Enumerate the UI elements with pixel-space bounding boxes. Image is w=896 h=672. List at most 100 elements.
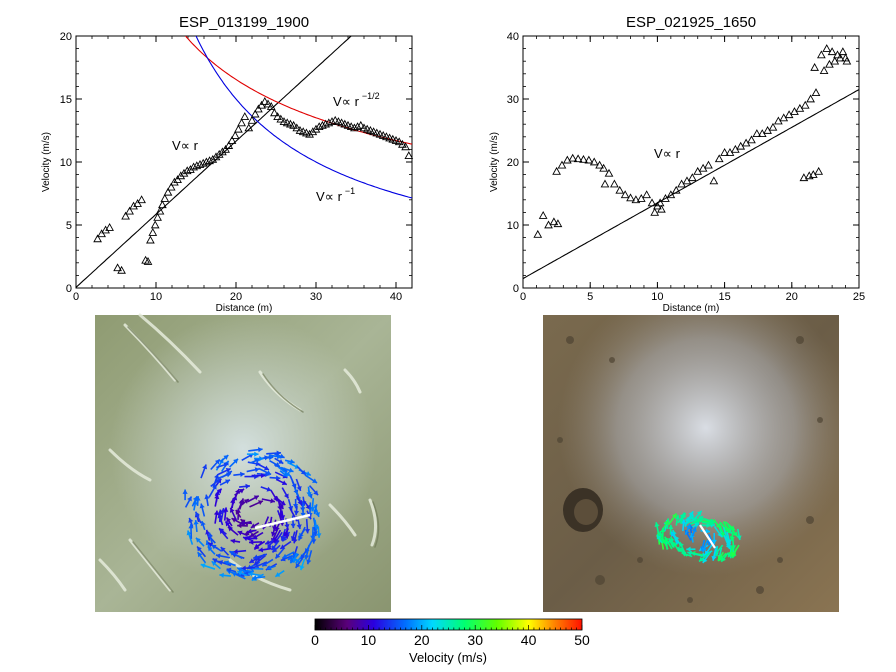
x-tick-label: 15 (718, 291, 730, 303)
data-point (401, 142, 410, 151)
data-point (292, 123, 302, 132)
chart-esp-021925-1650: ESP_021925_1650 0 5 10 15 20 25 0 10 20 30 40 Dist… (489, 14, 865, 314)
y-tick-label: 0 (66, 283, 72, 295)
velocity-arrow-head (265, 539, 271, 545)
velocity-arrow-head (706, 522, 711, 528)
velocity-arrow-head (220, 508, 226, 513)
data-point (557, 160, 567, 169)
velocity-arrow-head (188, 517, 194, 523)
velocity-arrow-head (270, 498, 275, 504)
velocity-arrow-head (199, 503, 205, 509)
velocity-arrow-head (289, 459, 295, 465)
data-point (240, 112, 250, 120)
velocity-arrow-head (223, 455, 229, 460)
velocity-arrow-head (233, 458, 238, 464)
data-point (105, 222, 114, 231)
colorbar-tick-label: 40 (521, 632, 537, 648)
velocity-arrow-head (298, 535, 303, 541)
data-point (153, 212, 162, 221)
data-point (720, 148, 729, 156)
data-point (160, 194, 170, 202)
data-point (254, 104, 263, 113)
chart-a-ylabel: Velocity (m/s) (41, 132, 52, 192)
data-point (610, 179, 619, 188)
data-point (133, 199, 142, 207)
data-point (327, 117, 337, 126)
velocity-arrow-head (220, 547, 226, 552)
data-point (158, 200, 167, 209)
velocity-arrow-head (208, 542, 214, 548)
data-point (356, 120, 366, 129)
data-point (321, 119, 330, 128)
velocity-arrow-head (304, 528, 310, 534)
velocity-arrow-head (663, 520, 669, 526)
velocity-arrow-head (293, 510, 300, 516)
data-point (620, 190, 630, 199)
data-point (266, 102, 276, 110)
velocity-arrow-head (212, 558, 218, 564)
data-point (260, 96, 270, 105)
velocity-arrow-head (305, 504, 311, 510)
data-point (819, 66, 829, 74)
data-point (170, 177, 179, 186)
velocity-arrow-head (721, 556, 726, 562)
velocity-arrow-head (225, 467, 231, 473)
velocity-arrow-head (680, 512, 686, 518)
velocity-arrow-head (235, 488, 240, 494)
data-point (208, 154, 218, 163)
data-point (817, 50, 826, 59)
velocity-arrow-head (230, 498, 236, 504)
highlight-arrow (699, 524, 716, 549)
velocity-arrow-head (224, 479, 230, 485)
velocity-arrow-head (207, 532, 213, 538)
chart-a-plot-frame (75, 35, 413, 289)
velocity-arrow-head (686, 524, 691, 530)
velocity-arrow-head (214, 494, 220, 500)
velocity-arrow-head (200, 563, 206, 569)
velocity-arrow-head (249, 532, 255, 537)
velocity-arrow-head (300, 554, 306, 560)
velocity-arrow-head (306, 491, 312, 497)
colorbar-tick-label: 0 (311, 632, 319, 648)
data-point (642, 190, 652, 199)
data-point (308, 127, 318, 136)
velocity-arrow-head (253, 495, 259, 501)
velocity-arrow-head (668, 524, 674, 530)
data-point (270, 108, 279, 117)
velocity-arrow-head (254, 451, 259, 457)
data-point (305, 129, 314, 138)
left-dust-devil-image (95, 313, 391, 612)
velocity-colorbar: 0 10 20 30 40 50 Velocity (m/s) (311, 618, 590, 665)
velocity-arrow-head (254, 473, 259, 480)
data-point (250, 109, 260, 118)
velocity-arrow-head (313, 490, 319, 496)
y-tick-label: 5 (66, 220, 72, 232)
data-point (647, 198, 657, 207)
velocity-arrow-head (240, 520, 246, 526)
velocity-arrow-head (731, 551, 737, 557)
chart-a-label-inv: V∝ r −1 (316, 186, 355, 204)
velocity-arrow-head (188, 524, 194, 529)
velocity-arrow-head (679, 542, 684, 548)
x-tick-label: 20 (230, 291, 242, 303)
velocity-arrow-head (275, 525, 280, 531)
velocity-arrow-head (214, 459, 220, 465)
chart-esp-013199-1900: ESP_013199_1900 0 10 20 30 40 0 5 10 15 20 Distan… (41, 14, 414, 314)
velocity-arrow-head (211, 484, 217, 490)
velocity-arrow-head (691, 527, 697, 533)
velocity-arrow-head (259, 456, 264, 462)
velocity-arrow-head (300, 469, 306, 475)
data-point (195, 159, 205, 168)
velocity-arrow-head (292, 557, 298, 563)
data-point (584, 155, 594, 164)
x-tick-label: 20 (786, 291, 798, 303)
velocity-arrow-head (283, 493, 289, 499)
data-point (394, 137, 404, 146)
velocity-arrow-head (230, 538, 236, 544)
x-tick-label: 10 (651, 291, 663, 303)
chart-a-xlabel: Distance (m) (216, 303, 273, 314)
velocity-arrow-head (711, 539, 717, 545)
data-point (404, 151, 414, 160)
fit-curve-linear (76, 36, 352, 288)
x-tick-label: 0 (73, 291, 79, 303)
